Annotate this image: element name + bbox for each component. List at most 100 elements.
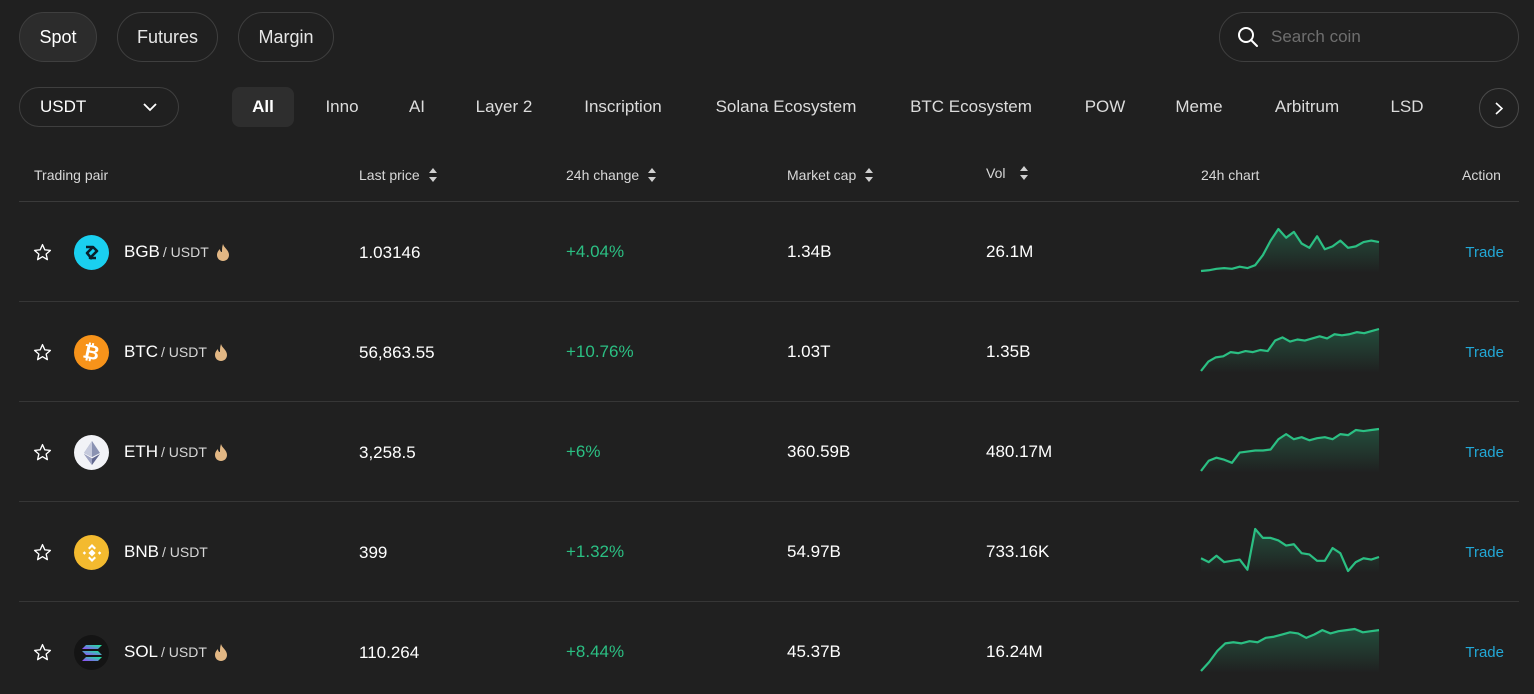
category-tab-btc-ecosystem[interactable]: BTC Ecosystem bbox=[910, 97, 1032, 116]
market-cap: 45.37B bbox=[787, 642, 841, 661]
trade-link[interactable]: Trade bbox=[1465, 444, 1504, 461]
sparkline-chart bbox=[1200, 527, 1380, 573]
volume: 733.16K bbox=[986, 542, 1050, 561]
sol-logo-icon bbox=[74, 635, 109, 670]
sparkline-chart bbox=[1200, 427, 1380, 473]
quote-currency-select[interactable]: USDT bbox=[19, 87, 179, 127]
sparkline-line bbox=[1200, 627, 1380, 672]
last-price: 56,863.55 bbox=[359, 343, 435, 362]
pair-base: BNB bbox=[124, 542, 159, 561]
sort-icon bbox=[865, 168, 874, 182]
chevron-right-icon bbox=[1495, 101, 1503, 115]
sparkline-chart bbox=[1200, 227, 1380, 273]
fire-icon bbox=[214, 343, 227, 361]
fire-icon bbox=[216, 243, 229, 261]
last-price: 1.03146 bbox=[359, 243, 421, 262]
volume: 26.1M bbox=[986, 242, 1034, 261]
volume: 1.35B bbox=[986, 342, 1031, 361]
sort-icon bbox=[1020, 166, 1029, 180]
bnb-logo-icon bbox=[74, 535, 109, 570]
category-tab-ai[interactable]: AI bbox=[408, 97, 426, 116]
trading-pair[interactable]: SOL / USDT bbox=[124, 642, 228, 662]
sparkline-area bbox=[1201, 329, 1379, 373]
search-box[interactable] bbox=[1219, 12, 1519, 62]
fire-icon bbox=[214, 443, 227, 461]
tab-margin[interactable]: Margin bbox=[238, 12, 334, 62]
trading-pair[interactable]: BTC / USDT bbox=[124, 342, 228, 362]
fire-icon bbox=[214, 643, 227, 661]
trade-link[interactable]: Trade bbox=[1465, 344, 1504, 361]
category-tab-pow[interactable]: POW bbox=[1084, 97, 1126, 116]
trade-link[interactable]: Trade bbox=[1465, 544, 1504, 561]
change-24h: +4.04% bbox=[566, 242, 625, 261]
sparkline-area bbox=[1201, 229, 1379, 273]
sparkline-line bbox=[1200, 327, 1380, 372]
header-divider bbox=[19, 201, 1519, 202]
pair-base: BTC bbox=[124, 342, 158, 361]
btc-logo-icon: ₿ bbox=[74, 335, 109, 370]
column-header-vol-label: Vol bbox=[986, 165, 1006, 181]
category-tab-layer2[interactable]: Layer 2 bbox=[475, 97, 533, 116]
table-row[interactable]: BNB / USDT 399 +1.32% 54.97B 733.16K Tra… bbox=[19, 502, 1519, 602]
favorite-star-icon[interactable] bbox=[33, 243, 52, 262]
sparkline-line bbox=[1200, 227, 1380, 273]
tab-futures[interactable]: Futures bbox=[117, 12, 218, 62]
trading-pair[interactable]: BGB / USDT bbox=[124, 242, 230, 262]
favorite-star-icon[interactable] bbox=[33, 543, 52, 562]
market-cap: 1.34B bbox=[787, 242, 832, 261]
pair-base: SOL bbox=[124, 642, 159, 661]
quote-currency-value: USDT bbox=[40, 97, 87, 116]
table-row[interactable]: ETH / USDT 3,258.5 +6% 360.59B 480.17M T… bbox=[19, 402, 1519, 502]
category-tab-lsd[interactable]: LSD bbox=[1390, 97, 1424, 116]
market-cap: 360.59B bbox=[787, 442, 851, 461]
search-input[interactable] bbox=[1271, 27, 1491, 47]
change-24h: +8.44% bbox=[566, 642, 625, 661]
change-24h: +6% bbox=[566, 442, 601, 461]
favorite-star-icon[interactable] bbox=[33, 443, 52, 462]
pair-quote: / USDT bbox=[161, 644, 207, 660]
market-cap: 54.97B bbox=[787, 542, 841, 561]
column-header-last-price-label: Last price bbox=[359, 167, 420, 183]
column-header-24h-change-label: 24h change bbox=[566, 167, 640, 183]
trading-pair[interactable]: ETH / USDT bbox=[124, 442, 228, 462]
sparkline-chart bbox=[1200, 327, 1380, 373]
category-tab-solana-ecosystem[interactable]: Solana Ecosystem bbox=[715, 97, 857, 116]
market-cap: 1.03T bbox=[787, 342, 831, 361]
column-header-action: Action bbox=[1462, 167, 1501, 183]
table-row[interactable]: SOL / USDT 110.264 +8.44% 45.37B 16.24M … bbox=[19, 602, 1519, 694]
table-row[interactable]: ₿ BTC / USDT 56,863.55 +10.76% 1.03T 1.3… bbox=[19, 302, 1519, 402]
change-24h: +10.76% bbox=[566, 342, 634, 361]
volume: 16.24M bbox=[986, 642, 1043, 661]
sparkline-line bbox=[1200, 427, 1380, 472]
column-header-last-price[interactable]: Last price bbox=[359, 167, 438, 183]
column-header-24h-chart-label: 24h chart bbox=[1201, 167, 1260, 183]
category-tab-inscription[interactable]: Inscription bbox=[584, 97, 662, 116]
favorite-star-icon[interactable] bbox=[33, 343, 52, 362]
pair-quote: / USDT bbox=[161, 544, 208, 560]
last-price: 3,258.5 bbox=[359, 443, 416, 462]
column-header-24h-change[interactable]: 24h change bbox=[566, 167, 657, 183]
column-header-vol[interactable]: Vol bbox=[986, 165, 1029, 181]
chevron-down-icon bbox=[143, 102, 157, 111]
change-24h: +1.32% bbox=[566, 542, 625, 561]
tab-spot[interactable]: Spot bbox=[19, 12, 97, 62]
favorite-star-icon[interactable] bbox=[33, 643, 52, 662]
category-tab-meme[interactable]: Meme bbox=[1175, 97, 1223, 116]
category-tab-all[interactable]: All bbox=[232, 87, 294, 127]
category-tab-inno[interactable]: Inno bbox=[325, 97, 359, 116]
column-header-market-cap[interactable]: Market cap bbox=[787, 167, 874, 183]
pair-quote: / USDT bbox=[161, 444, 207, 460]
sparkline-area bbox=[1201, 529, 1379, 573]
last-price: 110.264 bbox=[359, 643, 420, 662]
categories-next-button[interactable] bbox=[1479, 88, 1519, 128]
trade-link[interactable]: Trade bbox=[1465, 244, 1504, 261]
sparkline-chart bbox=[1200, 627, 1380, 673]
volume: 480.17M bbox=[986, 442, 1053, 461]
trade-link[interactable]: Trade bbox=[1465, 644, 1504, 661]
bgb-logo-icon bbox=[74, 235, 109, 270]
category-tab-arbitrum[interactable]: Arbitrum bbox=[1274, 97, 1340, 116]
eth-logo-icon bbox=[74, 435, 109, 470]
sparkline-area bbox=[1201, 629, 1379, 673]
trading-pair[interactable]: BNB / USDT bbox=[124, 542, 208, 562]
table-row[interactable]: BGB / USDT 1.03146 +4.04% 1.34B 26.1M Tr… bbox=[19, 202, 1519, 302]
